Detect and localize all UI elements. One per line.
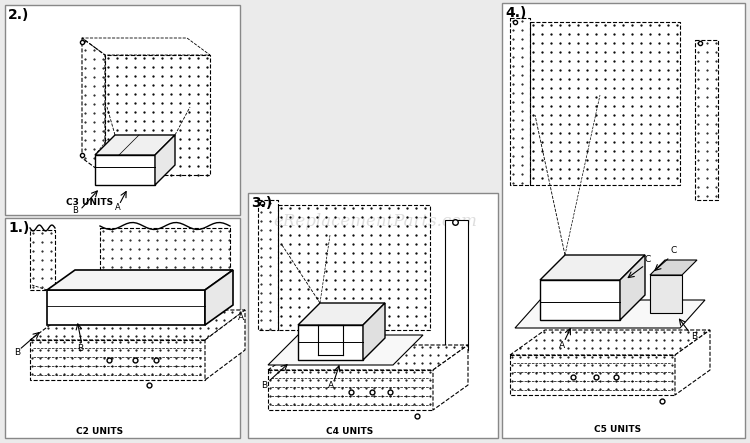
Polygon shape [540, 255, 645, 280]
Text: 2.): 2.) [8, 8, 29, 22]
Text: 1.): 1.) [8, 221, 29, 235]
Bar [5, 218, 240, 438]
Polygon shape [268, 335, 423, 365]
Bar [248, 193, 498, 438]
Polygon shape [30, 310, 245, 340]
Polygon shape [155, 135, 175, 185]
Text: 4.): 4.) [505, 6, 526, 20]
Text: A: A [115, 203, 121, 212]
Polygon shape [47, 290, 205, 325]
Text: B: B [14, 348, 20, 357]
Text: B: B [72, 206, 78, 215]
Polygon shape [95, 135, 175, 155]
Polygon shape [510, 355, 675, 395]
Bar [5, 5, 240, 215]
Text: C3 UNITS: C3 UNITS [67, 198, 113, 207]
Polygon shape [268, 345, 468, 370]
Text: A: A [238, 313, 244, 322]
Text: A: A [560, 341, 566, 350]
Polygon shape [445, 220, 468, 350]
Polygon shape [650, 275, 682, 313]
Polygon shape [298, 303, 385, 325]
Polygon shape [268, 370, 433, 410]
Polygon shape [540, 280, 620, 320]
Text: A: A [328, 381, 334, 390]
Polygon shape [47, 270, 233, 290]
Text: eReplacementParts.com: eReplacementParts.com [273, 213, 477, 229]
Text: C5 UNITS: C5 UNITS [595, 425, 641, 434]
Polygon shape [650, 260, 697, 275]
Polygon shape [433, 345, 468, 410]
Bar [502, 3, 745, 438]
Text: B: B [77, 344, 83, 353]
Polygon shape [515, 300, 705, 328]
Text: C4 UNITS: C4 UNITS [326, 427, 374, 436]
Text: C2 UNITS: C2 UNITS [76, 427, 124, 436]
Polygon shape [298, 325, 363, 360]
Polygon shape [205, 310, 245, 380]
Text: C: C [670, 246, 677, 255]
Polygon shape [30, 340, 205, 380]
Polygon shape [363, 303, 385, 360]
Polygon shape [620, 255, 645, 320]
Polygon shape [510, 330, 710, 355]
Text: C: C [645, 255, 651, 264]
Text: 3.): 3.) [251, 196, 272, 210]
Text: B: B [261, 381, 267, 390]
Text: B: B [691, 332, 697, 341]
Polygon shape [205, 270, 233, 325]
Polygon shape [95, 155, 155, 185]
Polygon shape [675, 330, 710, 395]
